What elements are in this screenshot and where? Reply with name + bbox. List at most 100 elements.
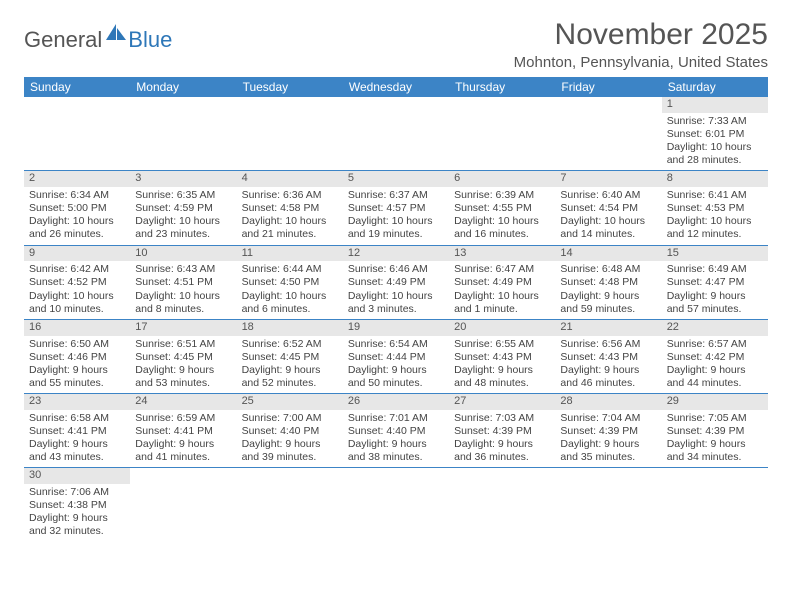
day-details: Sunrise: 6:51 AMSunset: 4:45 PMDaylight:… [130, 338, 236, 394]
calendar-cell: 3 Sunrise: 6:35 AMSunset: 4:59 PMDaylight… [130, 171, 236, 245]
sunset-text: Sunset: 6:01 PM [667, 128, 763, 141]
daylight-text: Daylight: 10 hours and 14 minutes. [560, 215, 656, 241]
day-header: Thursday [449, 77, 555, 97]
day-number: 17 [130, 320, 236, 336]
sunset-text: Sunset: 4:38 PM [29, 499, 125, 512]
calendar-cell: 18Sunrise: 6:52 AMSunset: 4:45 PMDayligh… [237, 319, 343, 393]
day-details: Sunrise: 6:42 AMSunset: 4:52 PMDaylight:… [24, 263, 130, 319]
sunset-text: Sunset: 4:39 PM [454, 425, 550, 438]
sunset-text: Sunset: 4:59 PM [135, 202, 231, 215]
calendar-cell: 4Sunrise: 6:36 AMSunset: 4:58 PMDaylight… [237, 171, 343, 245]
day-details: Sunrise: 6:48 AMSunset: 4:48 PMDaylight:… [555, 263, 661, 319]
day-number: 3 [130, 171, 236, 187]
day-details: Sunrise: 7:01 AMSunset: 4:40 PMDaylight:… [343, 412, 449, 468]
month-title: November 2025 [514, 18, 768, 52]
sunset-text: Sunset: 4:48 PM [560, 276, 656, 289]
daylight-text: Daylight: 9 hours and 35 minutes. [560, 438, 656, 464]
calendar-week-row: 2 Sunrise: 6:34 AMSunset: 5:00 PMDaylight… [24, 171, 768, 245]
day-number: 15 [662, 246, 768, 262]
logo-sail-icon [106, 24, 128, 45]
sunrise-text: Sunrise: 6:52 AM [242, 338, 338, 351]
calendar-cell [130, 468, 236, 542]
day-details: Sunrise: 6:57 AMSunset: 4:42 PMDaylight:… [662, 338, 768, 394]
sunrise-text: Sunrise: 6:50 AM [29, 338, 125, 351]
logo-text-blue: Blue [128, 27, 172, 53]
day-header: Friday [555, 77, 661, 97]
sunrise-text: Sunrise: 7:01 AM [348, 412, 444, 425]
sunrise-text: Sunrise: 7:33 AM [667, 115, 763, 128]
day-details: Sunrise: 6:34 AMSunset: 5:00 PMDaylight:… [24, 189, 130, 245]
day-number: 2 [24, 171, 130, 187]
daylight-text: Daylight: 10 hours and 6 minutes. [242, 290, 338, 316]
sunset-text: Sunset: 4:40 PM [348, 425, 444, 438]
calendar-cell [343, 468, 449, 542]
daylight-text: Daylight: 9 hours and 57 minutes. [667, 290, 763, 316]
calendar-week-row: 9Sunrise: 6:42 AMSunset: 4:52 PMDaylight… [24, 245, 768, 319]
day-header: Wednesday [343, 77, 449, 97]
calendar-cell: 5 Sunrise: 6:37 AMSunset: 4:57 PMDaylight… [343, 171, 449, 245]
sunrise-text: Sunrise: 6:44 AM [242, 263, 338, 276]
day-details: Sunrise: 6:43 AMSunset: 4:51 PMDaylight:… [130, 263, 236, 319]
sunset-text: Sunset: 4:45 PM [135, 351, 231, 364]
day-details: Sunrise: 6:58 AMSunset: 4:41 PMDaylight:… [24, 412, 130, 468]
calendar-cell: 6Sunrise: 6:39 AMSunset: 4:55 PMDaylight… [449, 171, 555, 245]
calendar-cell: 17 Sunrise: 6:51 AMSunset: 4:45 PMDayligh… [130, 319, 236, 393]
day-details: Sunrise: 7:33 AMSunset: 6:01 PMDaylight:… [662, 115, 768, 171]
day-details: Sunrise: 6:46 AMSunset: 4:49 PMDaylight:… [343, 263, 449, 319]
day-number: 7 [555, 171, 661, 187]
day-details: Sunrise: 6:36 AMSunset: 4:58 PMDaylight:… [237, 189, 343, 245]
calendar-cell: 23 Sunrise: 6:58 AMSunset: 4:41 PMDayligh… [24, 394, 130, 468]
daylight-text: Daylight: 9 hours and 46 minutes. [560, 364, 656, 390]
daylight-text: Daylight: 9 hours and 43 minutes. [29, 438, 125, 464]
sunrise-text: Sunrise: 6:59 AM [135, 412, 231, 425]
calendar-cell: 30Sunrise: 7:06 AMSunset: 4:38 PMDayligh… [24, 468, 130, 542]
daylight-text: Daylight: 10 hours and 12 minutes. [667, 215, 763, 241]
calendar-cell: 7 Sunrise: 6:40 AMSunset: 4:54 PMDaylight… [555, 171, 661, 245]
daylight-text: Daylight: 9 hours and 41 minutes. [135, 438, 231, 464]
sunset-text: Sunset: 4:43 PM [454, 351, 550, 364]
daylight-text: Daylight: 9 hours and 55 minutes. [29, 364, 125, 390]
calendar-body: 1Sunrise: 7:33 AMSunset: 6:01 PMDaylight… [24, 97, 768, 542]
day-number: 21 [555, 320, 661, 336]
day-details: Sunrise: 6:40 AMSunset: 4:54 PMDaylight:… [555, 189, 661, 245]
daylight-text: Daylight: 9 hours and 44 minutes. [667, 364, 763, 390]
calendar-cell: 21 Sunrise: 6:56 AMSunset: 4:43 PMDayligh… [555, 319, 661, 393]
calendar-cell: 9Sunrise: 6:42 AMSunset: 4:52 PMDaylight… [24, 245, 130, 319]
calendar-week-row: 16Sunrise: 6:50 AMSunset: 4:46 PMDayligh… [24, 319, 768, 393]
day-number: 26 [343, 394, 449, 410]
sunset-text: Sunset: 4:39 PM [667, 425, 763, 438]
day-details: Sunrise: 6:37 AMSunset: 4:57 PMDaylight:… [343, 189, 449, 245]
sunset-text: Sunset: 4:50 PM [242, 276, 338, 289]
daylight-text: Daylight: 10 hours and 21 minutes. [242, 215, 338, 241]
sunset-text: Sunset: 4:41 PM [135, 425, 231, 438]
calendar-cell: 10Sunrise: 6:43 AMSunset: 4:51 PMDayligh… [130, 245, 236, 319]
sunset-text: Sunset: 4:54 PM [560, 202, 656, 215]
sunrise-text: Sunrise: 6:47 AM [454, 263, 550, 276]
day-number: 18 [237, 320, 343, 336]
sunset-text: Sunset: 4:41 PM [29, 425, 125, 438]
sunrise-text: Sunrise: 7:04 AM [560, 412, 656, 425]
day-number: 28 [555, 394, 661, 410]
day-details: Sunrise: 6:50 AMSunset: 4:46 PMDaylight:… [24, 338, 130, 394]
sunset-text: Sunset: 4:47 PM [667, 276, 763, 289]
calendar-table: Sunday Monday Tuesday Wednesday Thursday… [24, 77, 768, 542]
day-number: 5 [343, 171, 449, 187]
day-number: 11 [237, 246, 343, 262]
day-details: Sunrise: 6:47 AMSunset: 4:49 PMDaylight:… [449, 263, 555, 319]
sunset-text: Sunset: 4:45 PM [242, 351, 338, 364]
day-number: 23 [24, 394, 130, 410]
day-details: Sunrise: 7:05 AMSunset: 4:39 PMDaylight:… [662, 412, 768, 468]
day-details: Sunrise: 7:06 AMSunset: 4:38 PMDaylight:… [24, 486, 130, 542]
day-details: Sunrise: 6:49 AMSunset: 4:47 PMDaylight:… [662, 263, 768, 319]
sunrise-text: Sunrise: 6:51 AM [135, 338, 231, 351]
day-header: Tuesday [237, 77, 343, 97]
calendar-cell: 8Sunrise: 6:41 AMSunset: 4:53 PMDaylight… [662, 171, 768, 245]
calendar-cell: 2 Sunrise: 6:34 AMSunset: 5:00 PMDaylight… [24, 171, 130, 245]
calendar-cell [449, 468, 555, 542]
day-number: 25 [237, 394, 343, 410]
day-details: Sunrise: 6:55 AMSunset: 4:43 PMDaylight:… [449, 338, 555, 394]
day-details: Sunrise: 6:56 AMSunset: 4:43 PMDaylight:… [555, 338, 661, 394]
day-details: Sunrise: 6:35 AMSunset: 4:59 PMDaylight:… [130, 189, 236, 245]
day-number: 19 [343, 320, 449, 336]
day-header: Monday [130, 77, 236, 97]
